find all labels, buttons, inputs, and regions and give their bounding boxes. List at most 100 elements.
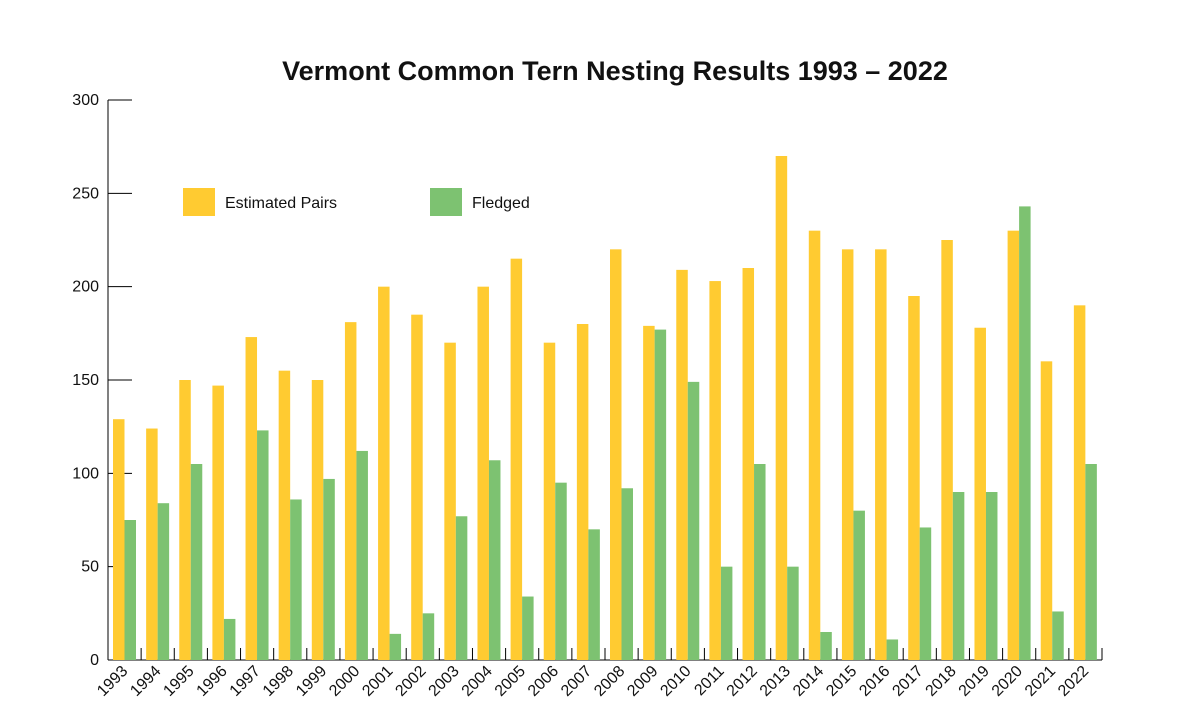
bar-estimated-pairs-1993: [113, 419, 125, 660]
y-tick-label: 100: [72, 465, 99, 482]
x-tick-label: 2016: [856, 663, 893, 700]
bar-estimated-pairs-2020: [1007, 230, 1020, 660]
bar-estimated-pairs-2015: [841, 249, 854, 661]
x-tick-label: 1997: [227, 663, 264, 700]
x-tick-label: 2010: [657, 663, 694, 700]
bar-estimated-pairs-2018: [941, 240, 953, 660]
x-tick-label: 1993: [94, 663, 131, 700]
chart-title: Vermont Common Tern Nesting Results 1993…: [282, 56, 948, 86]
bar-fledged-1997: [257, 430, 269, 660]
bar-fledged-2007: [588, 529, 600, 660]
bar-fledged-2015: [853, 510, 865, 660]
x-tick-label: 1994: [127, 663, 164, 700]
x-tick-label: 1999: [293, 663, 330, 700]
bar-estimated-pairs-2017: [908, 296, 920, 660]
legend-label-estimated-pairs: Estimated Pairs: [225, 195, 337, 212]
legend-swatch-estimated-pairs: [183, 188, 215, 216]
x-tick-label: 2006: [525, 663, 562, 700]
x-tick-label: 2001: [359, 663, 396, 700]
bar-estimated-pairs-1999: [311, 380, 324, 660]
x-tick-label: 2004: [459, 663, 496, 700]
bar-estimated-pairs-1995: [179, 380, 191, 660]
x-tick-label: 2013: [757, 663, 794, 700]
bar-fledged-2022: [1085, 464, 1097, 660]
x-tick-label: 2011: [691, 663, 727, 699]
bar-fledged-2011: [720, 566, 733, 660]
bar-fledged-2009: [654, 329, 667, 660]
y-tick-label: 150: [72, 372, 99, 389]
x-tick-label: 2009: [624, 663, 661, 700]
bar-fledged-2001: [389, 633, 402, 660]
x-tick-label: 2019: [956, 663, 993, 700]
bar-fledged-1998: [290, 499, 302, 660]
x-tick-label: 2000: [326, 663, 363, 700]
bar-fledged-2016: [886, 639, 899, 660]
bar-estimated-pairs-2003: [444, 342, 456, 660]
bar-estimated-pairs-2001: [378, 286, 390, 660]
bar-estimated-pairs-1998: [278, 370, 291, 660]
bar-fledged-2021: [1052, 611, 1064, 660]
bar-fledged-1993: [124, 520, 136, 660]
bar-fledged-1995: [190, 464, 203, 660]
y-tick-label: 0: [90, 652, 99, 669]
x-tick-label: 2018: [923, 663, 960, 700]
bar-fledged-2003: [455, 516, 468, 660]
y-tick-label: 50: [81, 559, 99, 576]
bar-fledged-1999: [323, 478, 335, 660]
x-tick-label: 1998: [260, 663, 297, 700]
legend-swatch-fledged: [430, 188, 462, 216]
bar-fledged-2017: [919, 527, 932, 660]
bar-fledged-2018: [952, 492, 965, 660]
bar-estimated-pairs-2005: [510, 258, 523, 660]
y-tick-label: 250: [72, 185, 99, 202]
bar-fledged-2004: [488, 460, 501, 660]
x-tick-label: 2021: [1022, 663, 1059, 700]
bar-fledged-2010: [687, 381, 700, 660]
bar-fledged-2002: [422, 613, 435, 660]
bar-fledged-2000: [356, 450, 368, 660]
bar-fledged-2006: [555, 482, 567, 660]
x-tick-label: 1996: [194, 663, 231, 700]
x-tick-label: 2020: [989, 663, 1026, 700]
legend: Estimated Pairs Fledged: [183, 188, 530, 216]
bar-estimated-pairs-2004: [477, 286, 489, 660]
bar-estimated-pairs-2009: [643, 325, 655, 660]
bar-estimated-pairs-2010: [676, 269, 688, 660]
bar-estimated-pairs-2013: [775, 156, 788, 660]
bar-estimated-pairs-2002: [411, 314, 423, 660]
bar-fledged-2008: [621, 488, 633, 660]
x-tick-label: 2003: [426, 663, 463, 700]
x-tick-label: 2015: [823, 663, 860, 700]
bar-estimated-pairs-2014: [808, 230, 821, 660]
bar-estimated-pairs-2007: [576, 324, 589, 660]
bar-estimated-pairs-2011: [709, 281, 721, 660]
bar-estimated-pairs-1996: [212, 385, 224, 660]
bar-estimated-pairs-2022: [1073, 305, 1086, 660]
bar-fledged-2019: [985, 492, 998, 660]
bar-fledged-2013: [787, 566, 799, 660]
bar-estimated-pairs-2006: [543, 342, 556, 660]
bar-fledged-1996: [223, 618, 236, 660]
x-tick-label: 2007: [558, 663, 595, 700]
bar-estimated-pairs-2008: [610, 249, 622, 661]
bar-estimated-pairs-2019: [974, 327, 986, 660]
bar-estimated-pairs-2021: [1040, 361, 1053, 660]
x-tick-label: 2017: [889, 663, 926, 700]
legend-label-fledged: Fledged: [472, 195, 530, 212]
x-tick-label: 2014: [790, 663, 827, 700]
bar-estimated-pairs-2016: [875, 249, 887, 661]
bar-estimated-pairs-2012: [742, 268, 755, 660]
bar-fledged-2020: [1019, 206, 1031, 660]
bar-fledged-2012: [754, 464, 766, 660]
bar-fledged-2005: [522, 596, 534, 660]
y-axis: 0 50 100 150 200 250 300: [72, 92, 132, 669]
x-tick-label: 2008: [591, 663, 628, 700]
bar-fledged-1994: [157, 503, 170, 660]
bar-estimated-pairs-2000: [344, 322, 357, 660]
x-tick-label: 2002: [392, 663, 429, 700]
x-tick-label: 2012: [724, 663, 761, 700]
bar-fledged-2014: [820, 632, 832, 660]
y-tick-label: 300: [72, 92, 99, 109]
x-tick-label: 2005: [492, 663, 529, 700]
